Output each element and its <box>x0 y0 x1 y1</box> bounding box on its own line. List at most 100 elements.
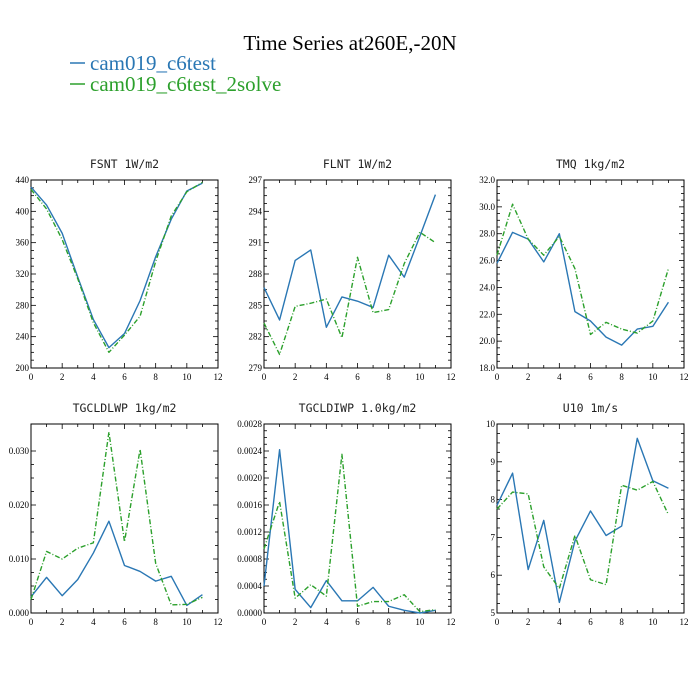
series-line-cam019-c6test-2solve <box>30 431 203 606</box>
x-tick-label: 10 <box>182 372 192 382</box>
x-tick-label: 2 <box>526 372 531 382</box>
y-tick-label: 30.0 <box>479 202 495 212</box>
y-tick-label: 6 <box>491 570 496 580</box>
y-tick-label: 294 <box>249 206 263 216</box>
y-tick-label: 7 <box>491 532 496 542</box>
x-tick-label: 2 <box>293 372 298 382</box>
y-tick-label: 200 <box>16 363 30 373</box>
plot-frame <box>496 179 685 369</box>
x-tick-label: 8 <box>153 617 158 627</box>
x-tick-label: 12 <box>214 372 223 382</box>
y-tick-label: 0.0024 <box>237 446 262 456</box>
panel-2: TMQ 1kg/m2 0 2 4 6 8 10 12 18.0 20.0 22.0 24.0 26.0 2… <box>479 157 688 382</box>
series-line-cam019-c6test-2solve <box>496 203 670 336</box>
y-tick-label: 9 <box>491 457 496 467</box>
x-tick-label: 6 <box>122 372 127 382</box>
y-tick-label: 0.0012 <box>237 527 262 537</box>
y-tick-label: 22.0 <box>479 309 495 319</box>
x-tick-label: 8 <box>386 372 391 382</box>
y-tick-label: 282 <box>249 332 263 342</box>
x-tick-label: 2 <box>526 617 531 627</box>
series-line-cam019-c6test <box>30 182 203 349</box>
panel-title: U10 1m/s <box>563 401 618 415</box>
y-tick-label: 28.0 <box>479 229 495 239</box>
y-tick-label: 285 <box>249 300 263 310</box>
panel-5: U10 1m/s 0 2 4 6 8 10 12 5 6 7 8 9 10 <box>486 401 689 627</box>
x-tick-label: 6 <box>355 372 360 382</box>
y-tick-label: 400 <box>16 206 30 216</box>
panel-title: TMQ 1kg/m2 <box>556 157 625 171</box>
y-tick-label: 360 <box>16 238 30 248</box>
y-tick-label: 0.0020 <box>237 473 262 483</box>
plot-frame <box>30 179 219 369</box>
y-tick-label: 297 <box>249 175 263 185</box>
series-line-cam019-c6test <box>496 231 670 346</box>
x-tick-label: 4 <box>91 372 96 382</box>
y-tick-label: 291 <box>249 238 263 248</box>
x-tick-label: 8 <box>153 372 158 382</box>
series-line-cam019-c6test <box>263 194 437 328</box>
panel-title: TGCLDLWP 1kg/m2 <box>73 401 177 415</box>
figure-title: Time Series at260E,-20N <box>243 31 456 55</box>
x-tick-label: 6 <box>122 617 127 627</box>
y-tick-label: 32.0 <box>479 175 495 185</box>
x-tick-label: 2 <box>60 617 65 627</box>
y-tick-label: 10 <box>486 419 496 429</box>
x-tick-label: 12 <box>680 372 689 382</box>
x-tick-label: 12 <box>680 617 689 627</box>
panel-title: FLNT 1W/m2 <box>323 157 392 171</box>
x-tick-label: 4 <box>324 617 329 627</box>
x-tick-label: 12 <box>447 372 456 382</box>
panel-4: TGCLDIWP 1.0kg/m2 0 2 4 6 8 10 12 0.0000 0.0004 0.… <box>237 401 455 627</box>
x-tick-label: 10 <box>415 372 425 382</box>
x-tick-label: 8 <box>619 617 624 627</box>
x-tick-label: 0 <box>29 617 34 627</box>
x-tick-label: 2 <box>60 372 65 382</box>
legend-entry-cam019-c6test-2solve: cam019_c6test_2solve <box>70 72 281 96</box>
y-tick-label: 0.0008 <box>237 554 262 564</box>
panel-0: FSNT 1W/m2 0 2 4 6 8 10 12 200 240 280 320 360 400 440 <box>16 157 223 382</box>
y-tick-label: 5 <box>491 608 496 618</box>
series-line-cam019-c6test-2solve <box>263 453 436 613</box>
x-tick-label: 0 <box>262 372 267 382</box>
x-tick-label: 6 <box>588 617 593 627</box>
series-line-cam019-c6test <box>263 448 436 614</box>
legend: cam019_c6test cam019_c6test_2solve <box>70 51 281 96</box>
x-tick-label: 4 <box>91 617 96 627</box>
x-tick-label: 2 <box>293 617 298 627</box>
panel-title: FSNT 1W/m2 <box>90 157 159 171</box>
y-tick-label: 24.0 <box>479 282 495 292</box>
panels: FSNT 1W/m20 2 4 6 8 10 12200240280320360400440… <box>9 157 689 627</box>
x-tick-label: 6 <box>588 372 593 382</box>
y-tick-label: 26.0 <box>479 256 495 266</box>
y-tick-label: 0.030 <box>9 446 30 456</box>
y-tick-label: 8 <box>491 495 496 505</box>
y-tick-label: 279 <box>249 363 263 373</box>
y-tick-label: 288 <box>249 269 263 279</box>
series-line-cam019-c6test-2solve <box>30 181 203 354</box>
legend-label: cam019_c6test_2solve <box>90 72 281 96</box>
legend-label: cam019_c6test <box>90 51 216 75</box>
y-tick-label: 240 <box>16 332 30 342</box>
x-tick-label: 0 <box>262 617 267 627</box>
y-tick-label: 0.010 <box>9 554 30 564</box>
x-tick-label: 8 <box>619 372 624 382</box>
panel-1: FLNT 1W/m2 0 2 4 6 8 10 12 279 282 285 288 291 294 297 <box>249 157 456 382</box>
panel-title: TGCLDIWP 1.0kg/m2 <box>299 401 417 415</box>
y-tick-label: 0.020 <box>9 500 30 510</box>
x-tick-label: 0 <box>495 617 500 627</box>
series-line-cam019-c6test <box>496 437 669 604</box>
x-tick-label: 8 <box>386 617 391 627</box>
x-tick-label: 6 <box>355 617 360 627</box>
x-tick-label: 0 <box>29 372 34 382</box>
x-tick-label: 10 <box>648 617 658 627</box>
series-line-cam019-c6test <box>30 520 203 607</box>
panel-3: TGCLDLWP 1kg/m2 0 2 4 6 8 10 12 0.000 0.010 0.020 0… <box>9 401 223 627</box>
y-tick-label: 18.0 <box>479 363 495 373</box>
x-tick-label: 4 <box>324 372 329 382</box>
legend-entry-cam019-c6test: cam019_c6test <box>70 51 216 75</box>
x-tick-label: 4 <box>557 372 562 382</box>
y-tick-label: 440 <box>16 175 30 185</box>
y-tick-label: 0.0028 <box>237 419 262 429</box>
